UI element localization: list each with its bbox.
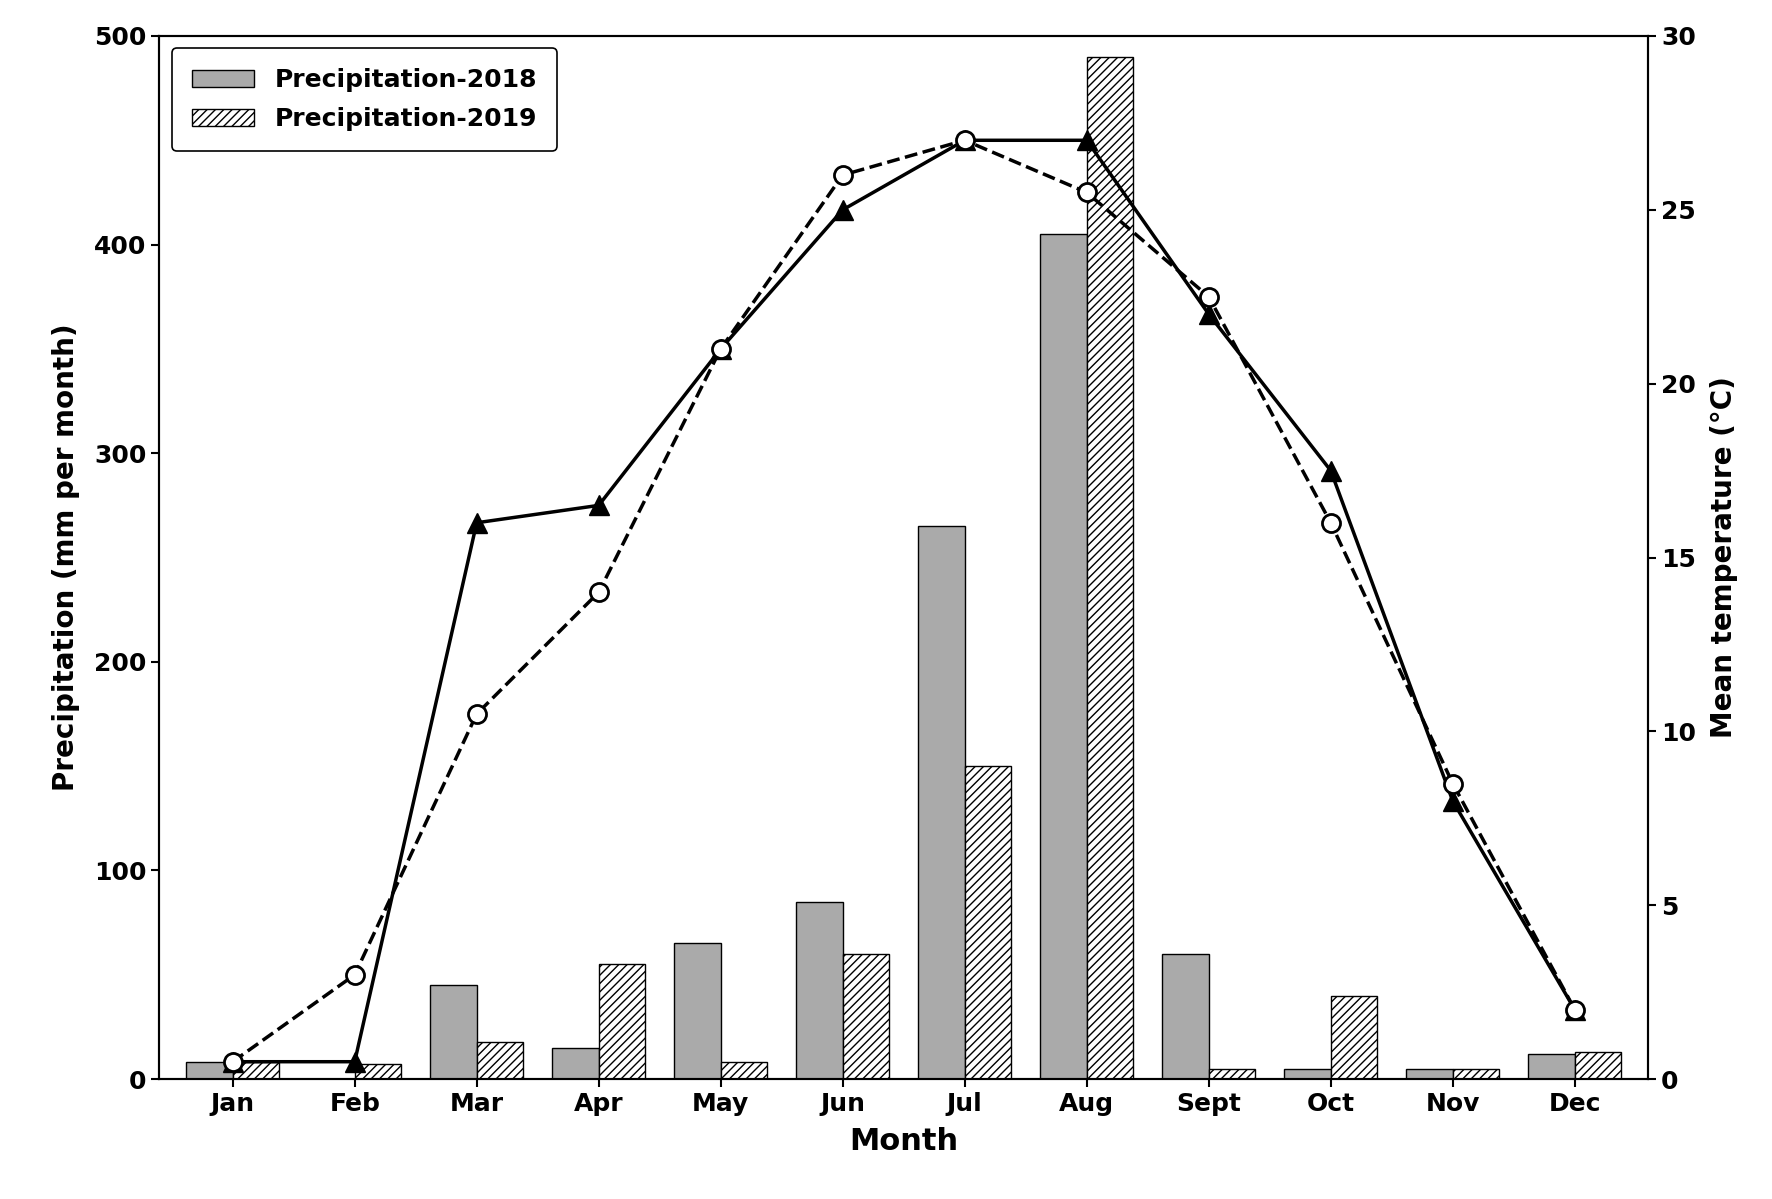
Bar [599, 964, 645, 1079]
Bar [1529, 1054, 1575, 1079]
Bar [553, 1048, 599, 1079]
Bar [721, 1062, 767, 1079]
Bar [232, 1062, 278, 1079]
Bar [1086, 56, 1132, 1079]
Y-axis label: Mean temperature (°C): Mean temperature (°C) [1710, 376, 1738, 739]
Y-axis label: Precipitation (mm per month): Precipitation (mm per month) [51, 324, 80, 791]
Bar [796, 902, 843, 1079]
Bar [1162, 954, 1209, 1079]
Bar [675, 944, 721, 1079]
Bar [477, 1042, 523, 1079]
Bar [918, 526, 964, 1079]
Bar [843, 954, 890, 1079]
Bar [1209, 1068, 1255, 1079]
X-axis label: Month: Month [849, 1127, 959, 1156]
Bar [354, 1065, 400, 1079]
Bar [964, 766, 1012, 1079]
Bar [1575, 1052, 1621, 1079]
Bar [1040, 234, 1086, 1079]
Bar [1285, 1068, 1331, 1079]
Bar [1331, 995, 1377, 1079]
Bar [431, 986, 477, 1079]
Bar [186, 1062, 232, 1079]
Bar [1407, 1068, 1453, 1079]
Legend: Precipitation-2018, Precipitation-2019: Precipitation-2018, Precipitation-2019 [172, 48, 556, 151]
Bar [1453, 1068, 1499, 1079]
